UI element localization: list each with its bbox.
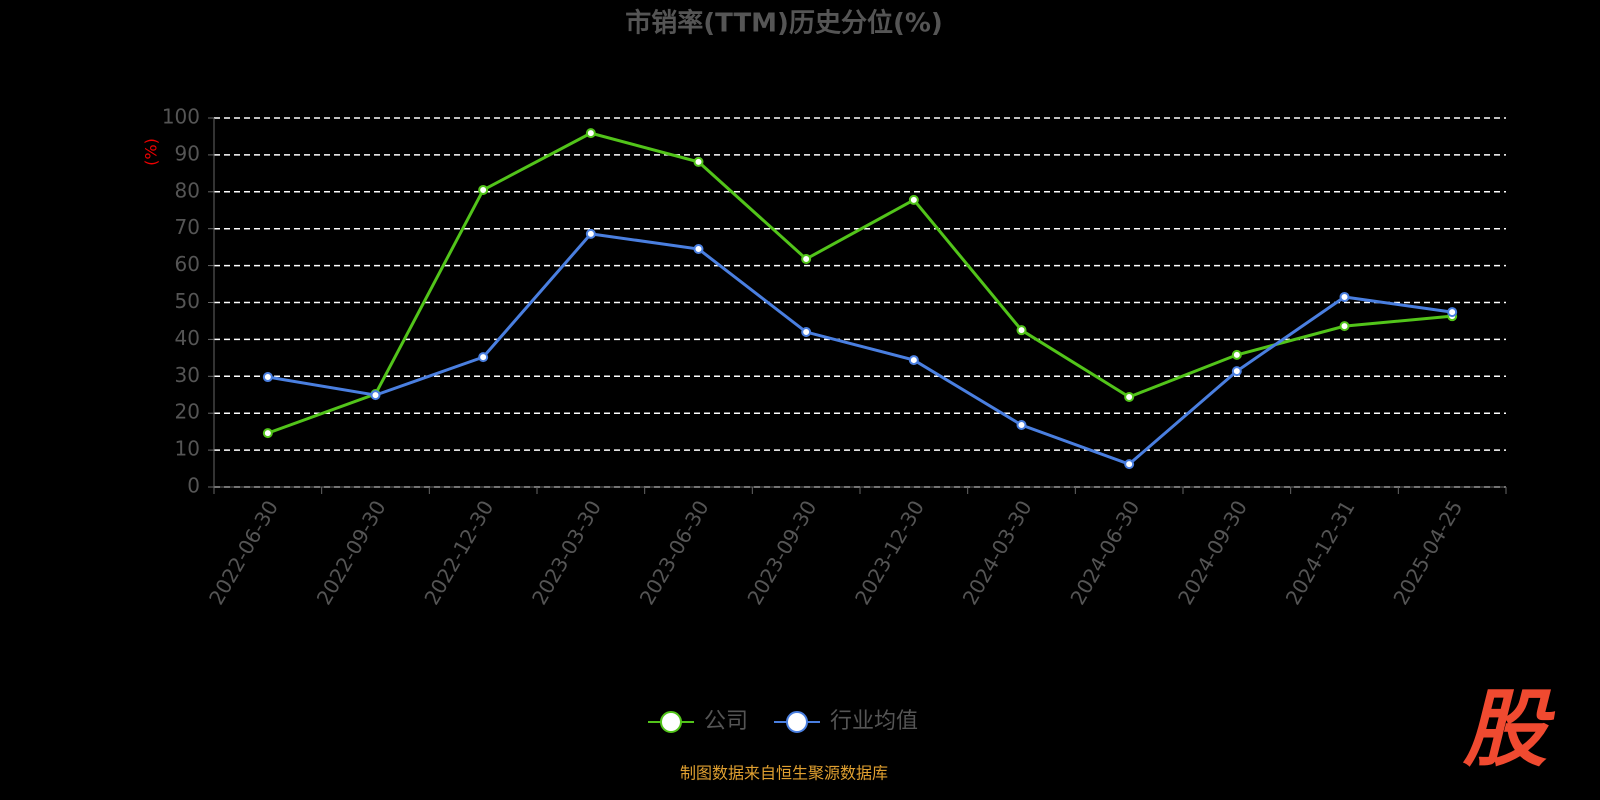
y-tick-label: 80	[175, 178, 200, 202]
y-tick-label: 90	[175, 141, 200, 165]
point	[585, 128, 596, 139]
y-axis-label: (%)	[142, 138, 161, 166]
point	[1339, 291, 1350, 302]
point	[908, 355, 919, 366]
point	[801, 327, 812, 338]
point	[1124, 391, 1135, 402]
x-tick-label: 2023-12-30	[850, 496, 929, 609]
point	[1231, 366, 1242, 377]
legend-label: 行业均值	[830, 709, 918, 734]
y-tick-label: 0	[187, 474, 200, 498]
x-tick-label: 2024-12-31	[1281, 496, 1360, 609]
point	[801, 253, 812, 264]
y-tick-label: 50	[175, 289, 200, 313]
series-line	[267, 131, 1453, 435]
x-tick-label: 2024-06-30	[1065, 496, 1144, 609]
point	[370, 390, 381, 401]
series-line	[267, 232, 1453, 466]
point	[585, 228, 596, 239]
x-tick-label: 2024-09-30	[1173, 496, 1252, 609]
x-tick-label: 2022-06-30	[204, 496, 283, 609]
x-tick-label: 2022-12-30	[419, 496, 498, 609]
y-tick-label: 30	[175, 363, 200, 387]
y-tick-label: 10	[175, 437, 200, 461]
point	[262, 372, 273, 383]
point	[1339, 321, 1350, 332]
legend-marker	[660, 711, 682, 733]
logo: 股	[1462, 680, 1556, 778]
x-tick-label: 2022-09-30	[312, 496, 391, 609]
x-tick-label: 2023-06-30	[635, 496, 714, 609]
point	[478, 184, 489, 195]
y-tick-label: 20	[175, 400, 200, 424]
x-tick-label: 2023-03-30	[527, 496, 606, 609]
y-tick-label: 60	[175, 252, 200, 276]
point	[262, 428, 273, 439]
source-note: 制图数据来自恒生聚源数据库	[680, 764, 888, 783]
point	[1124, 459, 1135, 470]
legend-marker	[786, 711, 808, 733]
y-tick-label: 40	[175, 326, 200, 350]
point	[908, 194, 919, 205]
point	[693, 156, 704, 167]
point	[1016, 420, 1027, 431]
point	[1447, 307, 1458, 318]
chart-title: 市销率(TTM)历史分位(%)	[625, 8, 943, 39]
point	[1231, 349, 1242, 360]
point	[478, 352, 489, 363]
y-tick-label: 100	[162, 105, 200, 129]
x-tick-label: 2023-09-30	[742, 496, 821, 609]
x-tick-label: 2025-04-25	[1388, 496, 1467, 609]
point	[693, 243, 704, 254]
y-tick-label: 70	[175, 215, 200, 239]
x-tick-label: 2024-03-30	[958, 496, 1037, 609]
point	[1016, 325, 1027, 336]
legend-label: 公司	[704, 709, 748, 734]
